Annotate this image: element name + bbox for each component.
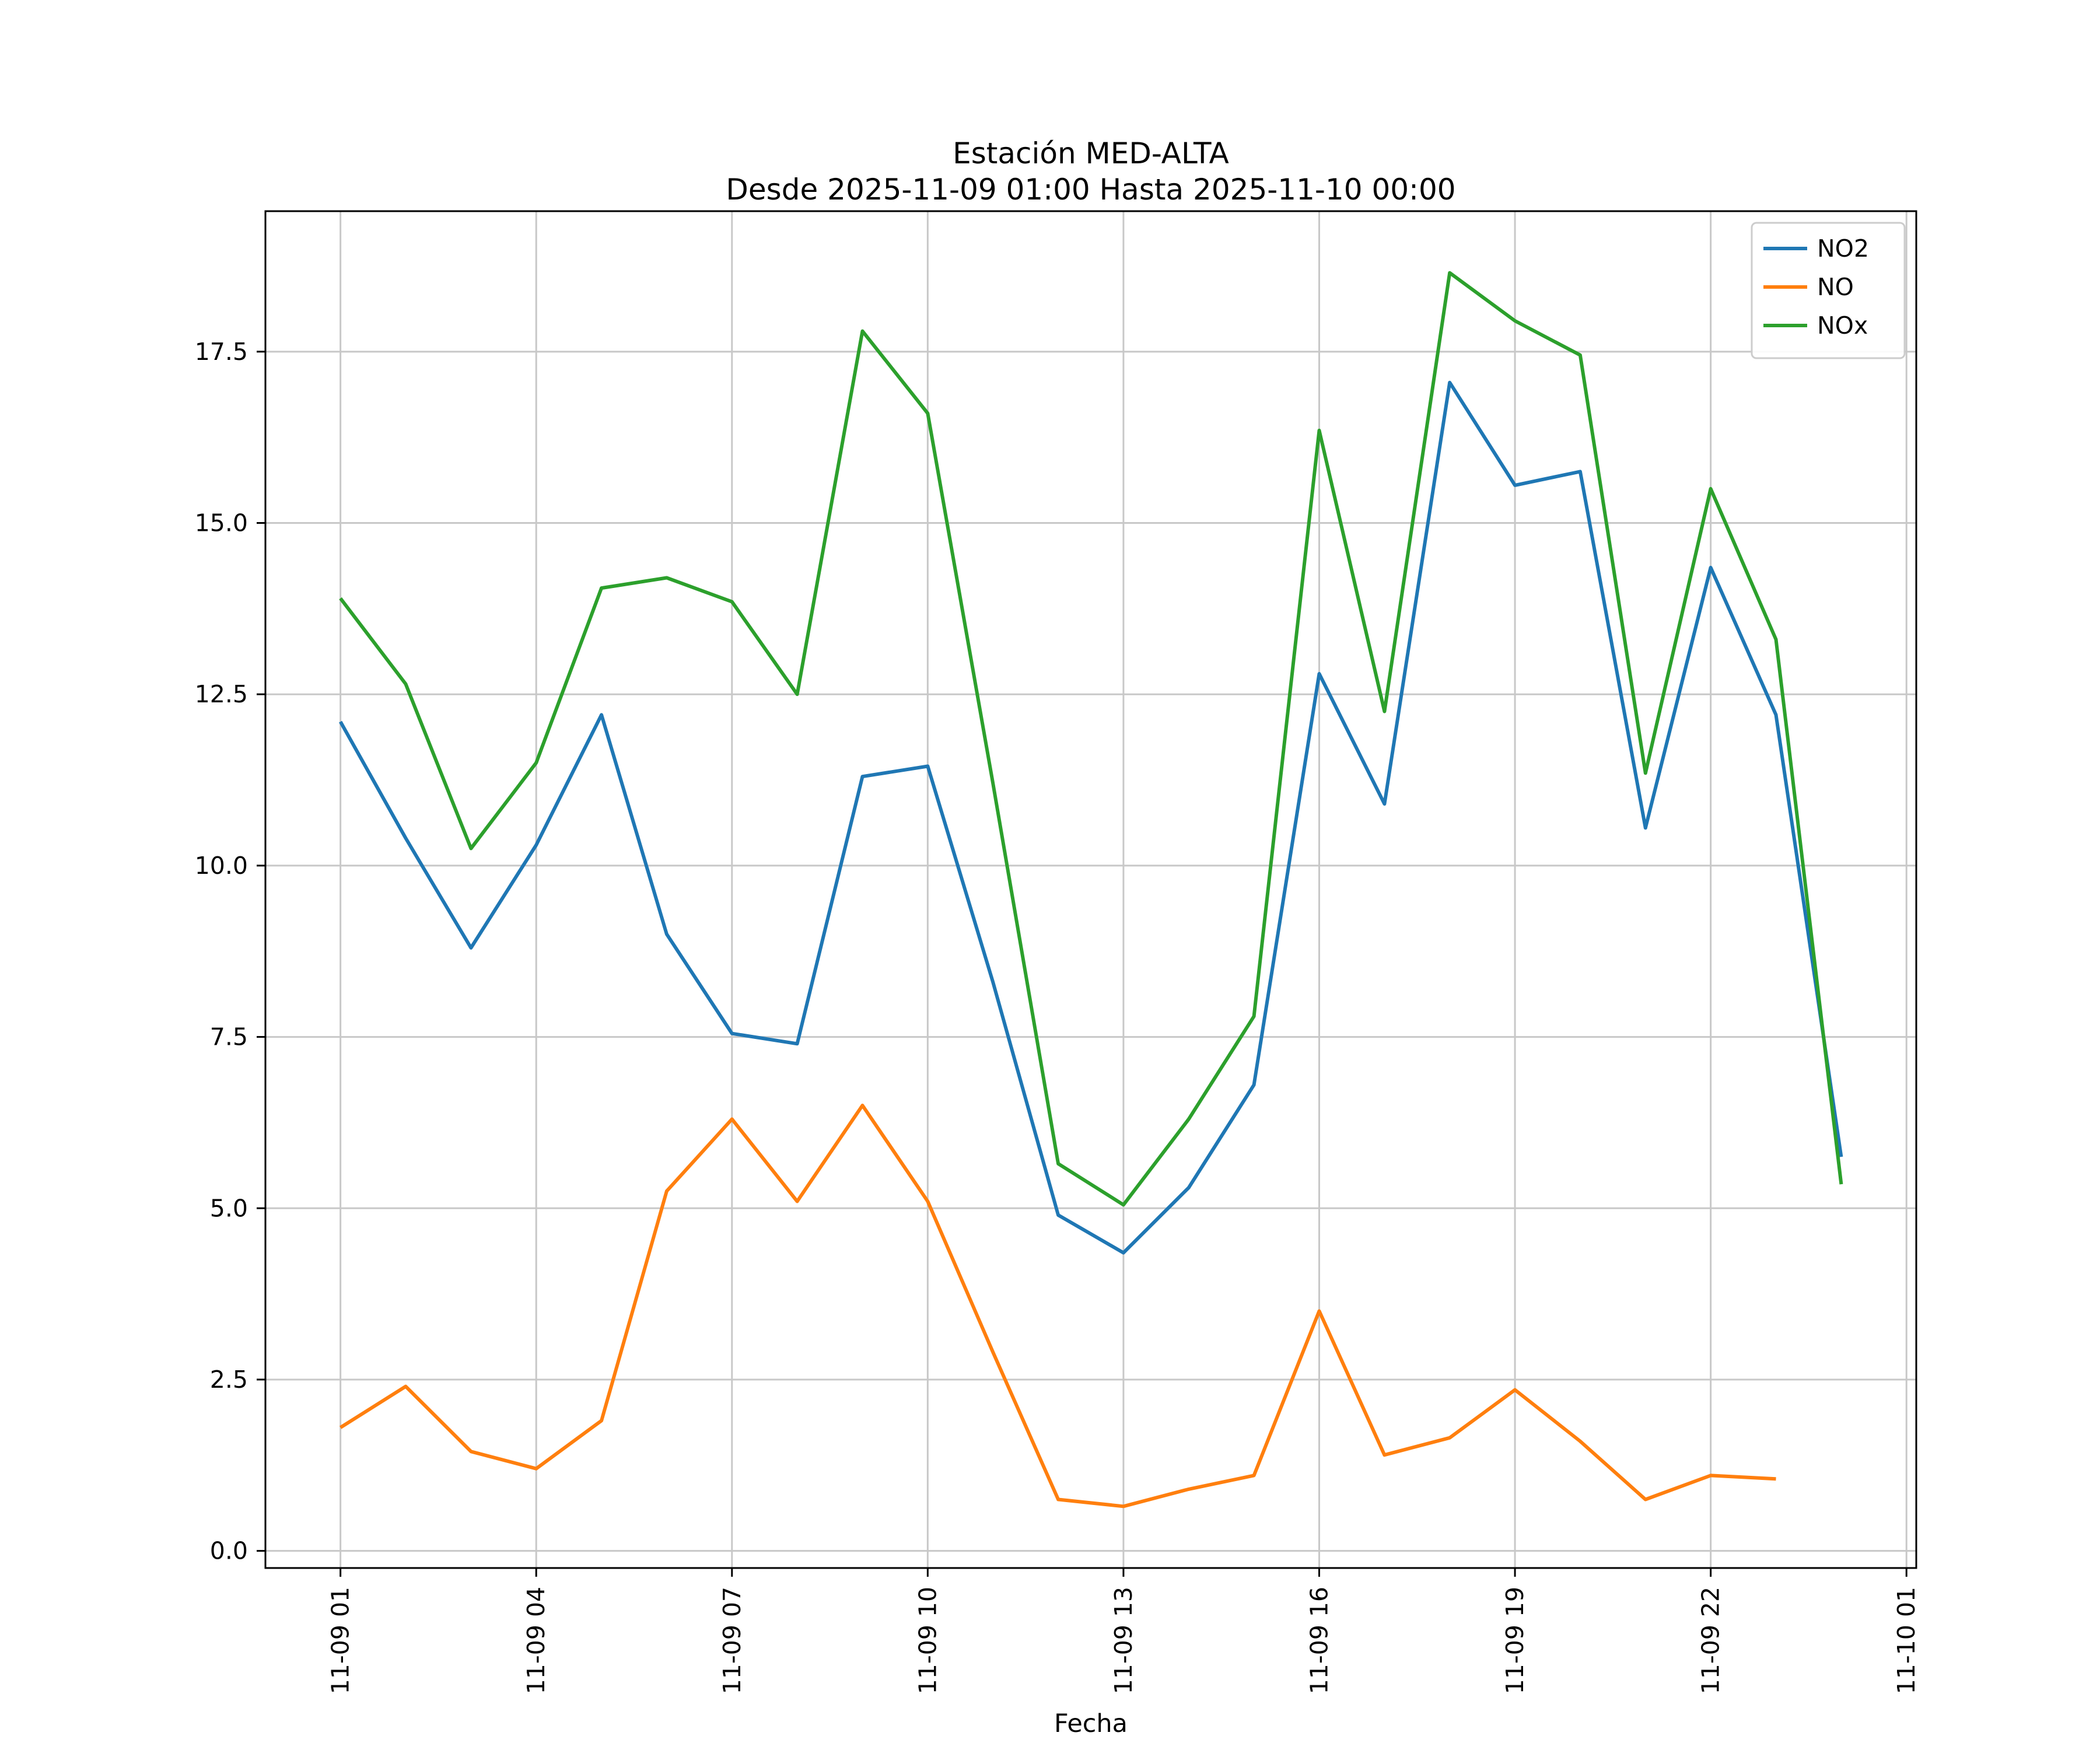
y-tick-label: 0.0 [210, 1537, 248, 1565]
x-tick-label: 11-10 01 [1892, 1587, 1920, 1694]
x-tick-label: 11-09 19 [1501, 1587, 1529, 1694]
x-tick-label: 11-09 01 [327, 1587, 355, 1694]
chart-title: Estación MED-ALTA [953, 136, 1229, 170]
x-tick-label: 11-09 16 [1306, 1587, 1334, 1694]
legend-label-NO: NO [1817, 273, 1854, 301]
y-tick-label: 7.5 [210, 1023, 248, 1051]
x-tick-label: 11-09 13 [1110, 1587, 1138, 1694]
y-tick-label: 5.0 [210, 1194, 248, 1222]
x-tick-label: 11-09 07 [718, 1587, 746, 1694]
legend-label-NO2: NO2 [1817, 235, 1869, 262]
y-tick-label: 15.0 [195, 509, 248, 537]
y-tick-label: 17.5 [195, 338, 248, 366]
chart-subtitle: Desde 2025-11-09 01:00 Hasta 2025-11-10 … [726, 173, 1456, 206]
x-axis-label: Fecha [1054, 1709, 1128, 1738]
series-line-NOx [339, 271, 1843, 1207]
legend-label-NOx: NOx [1817, 312, 1868, 340]
series-line-NO [340, 1104, 1776, 1508]
y-tick-label: 2.5 [210, 1366, 248, 1394]
x-tick-label: 11-09 04 [522, 1587, 550, 1694]
y-tick-label: 10.0 [195, 852, 248, 880]
chart-title-block: Estación MED-ALTA Desde 2025-11-09 01:00… [265, 135, 1916, 208]
axes-frame [264, 210, 1917, 1569]
x-tick-label: 11-09 22 [1697, 1587, 1725, 1694]
y-tick-label: 12.5 [195, 680, 248, 708]
series-line-NO2 [338, 380, 1843, 1255]
x-tick-label: 11-09 10 [914, 1587, 942, 1694]
